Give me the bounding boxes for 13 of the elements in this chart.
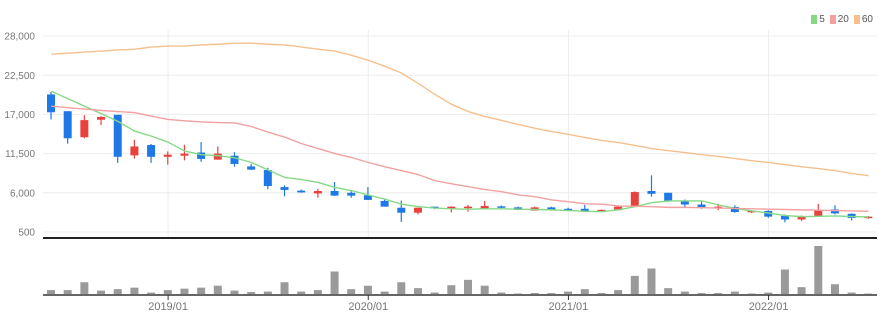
x-tick-label: 2022/01 <box>748 300 788 313</box>
legend-label: 5 <box>819 14 825 25</box>
y-tick-label: 22,500 <box>4 70 36 82</box>
legend-label: 60 <box>862 14 873 25</box>
legend-label: 20 <box>838 14 849 25</box>
y-tick-label: 11,500 <box>5 149 36 160</box>
y-tick-label: 6,000 <box>10 188 36 200</box>
x-tick-label: 2019/01 <box>148 300 188 313</box>
x-tick-label: 2021/01 <box>548 300 588 313</box>
x-tick-label: 2020/01 <box>348 300 388 313</box>
y-tick-label: 500 <box>18 227 36 238</box>
y-tick-label: 28,000 <box>4 32 36 43</box>
y-tick-label: 17,000 <box>4 110 36 121</box>
